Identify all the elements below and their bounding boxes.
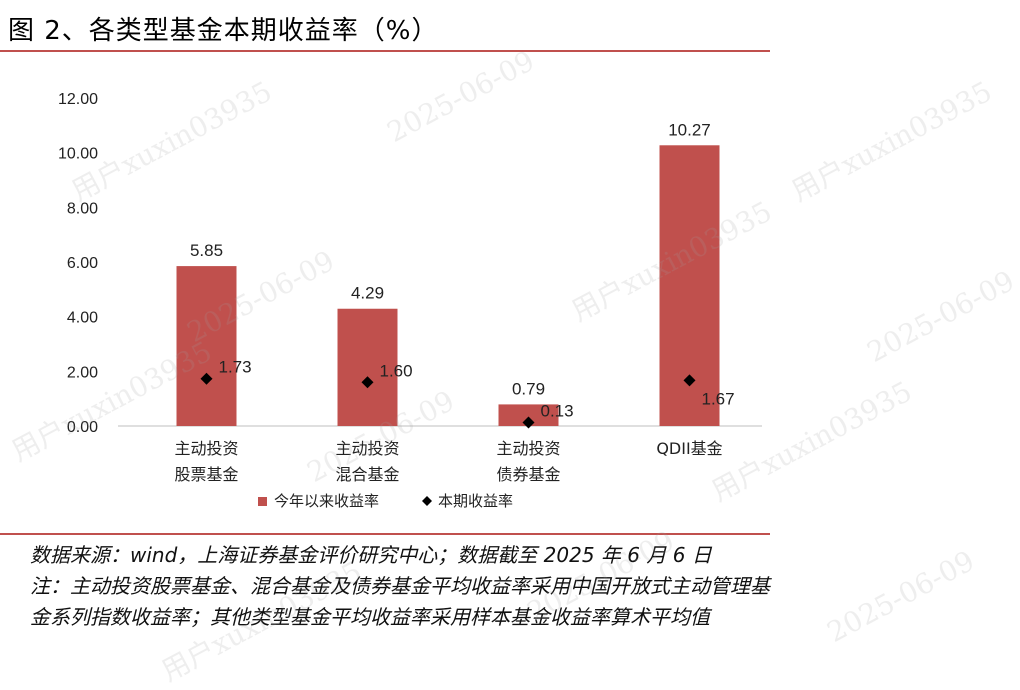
- title-divider: [0, 50, 770, 52]
- y-tick-label: 10.00: [58, 146, 98, 163]
- y-tick-label: 6.00: [67, 255, 98, 272]
- x-tick-label: 混合基金: [335, 465, 399, 484]
- marker-point: [361, 376, 374, 389]
- bar: [176, 266, 237, 426]
- marker-point: [200, 372, 213, 385]
- bar: [498, 404, 559, 426]
- bar-value-label: 5.85: [190, 241, 223, 260]
- x-tick-label: 主动投资: [496, 439, 560, 458]
- marker-point: [683, 374, 696, 387]
- bar-value-label: 4.29: [351, 284, 384, 303]
- notes-divider: [0, 533, 770, 535]
- chart-title: 图 2、各类型基金本期收益率（%）: [8, 16, 439, 46]
- marker-value-label: 1.73: [219, 358, 252, 377]
- watermark-text: 用户xuxin03935: [785, 74, 998, 208]
- marker-value-label: 1.60: [380, 361, 413, 380]
- bar: [337, 308, 398, 426]
- x-tick-label: 债券基金: [496, 465, 560, 484]
- bar-chart: 0.00 2.00 4.00 6.00 8.00 10.00 12.00 5.85 1.73 主动…: [58, 91, 762, 510]
- footnote-line-2: 金系列指数收益率；其他类型基金平均收益率采用样本基金收益率算术平均值: [30, 605, 710, 629]
- notes-block: 数据来源：wind，上海证券基金评价研究中心；数据截至 2025 年 6 月 6…: [30, 540, 1010, 633]
- bar-value-label: 10.27: [668, 120, 711, 139]
- bar-value-label: 0.79: [512, 379, 545, 398]
- x-tick-label: 主动投资: [335, 439, 399, 458]
- legend-label: 本期收益率: [438, 492, 513, 510]
- y-tick-label: 8.00: [67, 200, 98, 217]
- source-note: 数据来源：wind，上海证券基金评价研究中心；数据截至 2025 年 6 月 6…: [30, 543, 712, 567]
- marker-point: [522, 416, 535, 429]
- marker-value-label: 1.67: [702, 389, 735, 408]
- watermark-text: 2025-06-09: [861, 264, 1020, 369]
- legend-label: 今年以来收益率: [274, 492, 379, 510]
- y-tick-label: 0.00: [67, 419, 98, 436]
- footnote-line-1: 注：主动投资股票基金、混合基金及债券基金平均收益率采用中国开放式主动管理基: [30, 574, 770, 598]
- y-tick-label: 12.00: [58, 91, 98, 108]
- x-tick-label: QDII基金: [656, 439, 722, 458]
- legend-swatch-marker: [422, 496, 432, 506]
- marker-value-label: 0.13: [541, 401, 574, 420]
- legend-swatch-bar: [258, 497, 267, 506]
- x-tick-label: 股票基金: [174, 465, 238, 484]
- x-tick-label: 主动投资: [174, 439, 238, 458]
- y-tick-label: 4.00: [67, 310, 98, 327]
- y-tick-label: 2.00: [67, 364, 98, 381]
